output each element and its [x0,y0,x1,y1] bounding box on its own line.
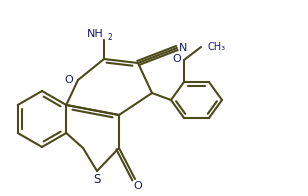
Text: CH₃: CH₃ [207,42,225,52]
Text: N: N [179,43,187,53]
Text: O: O [172,54,181,64]
Text: NH: NH [87,29,104,39]
Text: O: O [64,75,73,85]
Text: 2: 2 [107,33,112,42]
Text: O: O [134,181,142,191]
Text: S: S [93,173,101,186]
